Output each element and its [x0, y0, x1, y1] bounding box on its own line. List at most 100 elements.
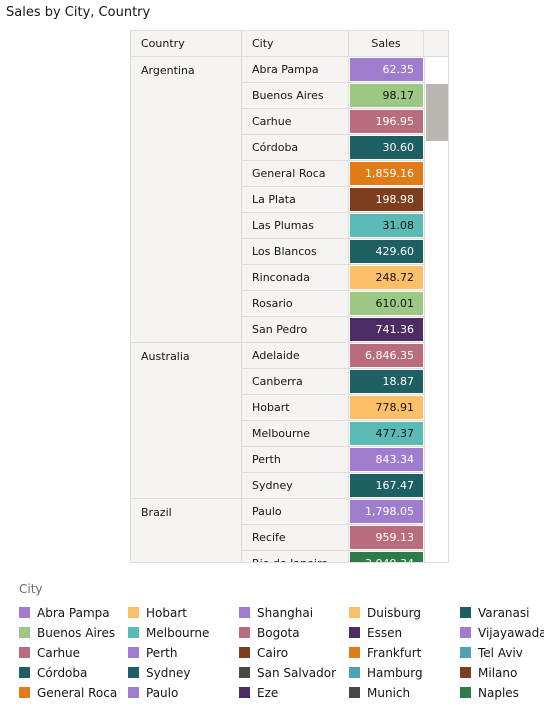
legend-swatch: [460, 667, 471, 678]
city-cell[interactable]: Paulo: [242, 499, 349, 525]
legend-item[interactable]: Munich: [349, 683, 410, 703]
legend-item[interactable]: Varanasi: [460, 603, 529, 623]
header-sales-label: Sales: [371, 37, 401, 50]
legend-item[interactable]: Carhue: [19, 643, 80, 663]
city-cell[interactable]: Perth: [242, 447, 349, 473]
header-country-label: Country: [141, 37, 185, 50]
city-cell[interactable]: General Roca: [242, 161, 349, 187]
legend-item[interactable]: Córdoba: [19, 663, 87, 683]
legend-item[interactable]: Frankfurt: [349, 643, 421, 663]
legend-item[interactable]: Vijayawada: [460, 623, 544, 643]
legend-item[interactable]: Buenos Aires: [19, 623, 115, 643]
city-cell[interactable]: Rinconada: [242, 265, 349, 291]
city-cell[interactable]: Adelaide: [242, 343, 349, 369]
legend-label: Shanghai: [257, 606, 314, 620]
sales-cell[interactable]: 18.87: [349, 369, 424, 395]
sales-cell[interactable]: 429.60: [349, 239, 424, 265]
city-cell[interactable]: San Pedro: [242, 317, 349, 343]
sales-cell[interactable]: 959.13: [349, 525, 424, 551]
sales-cell[interactable]: 30.60: [349, 135, 424, 161]
sales-value: 429.60: [350, 240, 423, 263]
city-cell[interactable]: Abra Pampa: [242, 57, 349, 83]
legend-item[interactable]: Tel Aviv: [460, 643, 523, 663]
legend-swatch: [128, 627, 139, 638]
city-cell[interactable]: Carhue: [242, 109, 349, 135]
legend-item[interactable]: San Salvador: [239, 663, 336, 683]
sales-cell[interactable]: 6,846.35: [349, 343, 424, 369]
sales-cell[interactable]: 98.17: [349, 83, 424, 109]
legend-item[interactable]: Bogota: [239, 623, 300, 643]
sales-cell[interactable]: 196.95: [349, 109, 424, 135]
sales-cell[interactable]: 198.98: [349, 187, 424, 213]
scrollbar-thumb[interactable]: [426, 84, 448, 141]
legend-item[interactable]: Perth: [128, 643, 177, 663]
sales-cell[interactable]: 3,049.34: [349, 551, 424, 562]
legend-label: Carhue: [37, 646, 81, 660]
legend-label: Melbourne: [146, 626, 210, 640]
header-sales[interactable]: Sales: [349, 31, 424, 57]
sales-cell[interactable]: 1,859.16: [349, 161, 424, 187]
legend-label: Eze: [257, 686, 279, 700]
sales-cell[interactable]: 477.37: [349, 421, 424, 447]
sales-cell[interactable]: 62.35: [349, 57, 424, 83]
sales-cell[interactable]: 778.91: [349, 395, 424, 421]
sales-cell[interactable]: 1,798.05: [349, 499, 424, 525]
sales-value: 248.72: [350, 266, 423, 289]
legend-label: Duisburg: [367, 606, 421, 620]
country-cell[interactable]: Argentina: [131, 57, 242, 343]
legend-label: Perth: [146, 646, 178, 660]
country-cell[interactable]: Brazil: [131, 499, 242, 562]
sales-cell[interactable]: 843.34: [349, 447, 424, 473]
legend-item[interactable]: Hobart: [128, 603, 187, 623]
vertical-scrollbar[interactable]: [424, 57, 448, 562]
legend-item[interactable]: Eze: [239, 683, 278, 703]
country-cell[interactable]: Australia: [131, 343, 242, 499]
sales-cell[interactable]: 248.72: [349, 265, 424, 291]
legend-item[interactable]: Paulo: [128, 683, 178, 703]
sales-value: 98.17: [350, 84, 423, 107]
legend-swatch: [19, 647, 30, 658]
city-cell[interactable]: Los Blancos: [242, 239, 349, 265]
sales-cell[interactable]: 610.01: [349, 291, 424, 317]
city-cell[interactable]: Las Plumas: [242, 213, 349, 239]
city-cell[interactable]: La Plata: [242, 187, 349, 213]
city-cell[interactable]: Hobart: [242, 395, 349, 421]
sales-cell[interactable]: 167.47: [349, 473, 424, 499]
legend-label: Bogota: [257, 626, 300, 640]
city-cell[interactable]: Sydney: [242, 473, 349, 499]
legend-swatch: [460, 607, 471, 618]
city-cell[interactable]: Recife: [242, 525, 349, 551]
legend-item[interactable]: Duisburg: [349, 603, 421, 623]
city-cell[interactable]: Canberra: [242, 369, 349, 395]
city-cell[interactable]: Rosario: [242, 291, 349, 317]
city-cell[interactable]: Rio de Janeiro: [242, 551, 349, 562]
legend-item[interactable]: Melbourne: [128, 623, 209, 643]
header-country[interactable]: Country: [131, 31, 242, 57]
sales-value: 741.36: [350, 318, 423, 341]
legend-item[interactable]: Essen: [349, 623, 402, 643]
header-city[interactable]: City: [242, 31, 349, 57]
sales-value: 1,859.16: [350, 162, 423, 185]
pivot-table[interactable]: Country City Sales Argentina Abra Pampa 62…: [130, 30, 449, 563]
legend-label: Paulo: [146, 686, 179, 700]
city-cell[interactable]: Buenos Aires: [242, 83, 349, 109]
legend-item[interactable]: Naples: [460, 683, 519, 703]
sales-value: 3,049.34: [350, 552, 423, 562]
legend-item[interactable]: General Roca: [19, 683, 117, 703]
legend-item[interactable]: Milano: [460, 663, 517, 683]
legend-item[interactable]: Shanghai: [239, 603, 313, 623]
legend-item[interactable]: Abra Pampa: [19, 603, 110, 623]
sales-cell[interactable]: 31.08: [349, 213, 424, 239]
legend-swatch: [239, 607, 250, 618]
legend-item[interactable]: Hamburg: [349, 663, 423, 683]
city-cell[interactable]: Melbourne: [242, 421, 349, 447]
legend-swatch: [239, 627, 250, 638]
legend-item[interactable]: Sydney: [128, 663, 190, 683]
legend-label: Hamburg: [367, 666, 423, 680]
legend-item[interactable]: Cairo: [239, 643, 288, 663]
sales-cell[interactable]: 741.36: [349, 317, 424, 343]
sales-value: 959.13: [350, 526, 423, 549]
legend-swatch: [349, 647, 360, 658]
legend-label: Abra Pampa: [37, 606, 110, 620]
city-cell[interactable]: Córdoba: [242, 135, 349, 161]
